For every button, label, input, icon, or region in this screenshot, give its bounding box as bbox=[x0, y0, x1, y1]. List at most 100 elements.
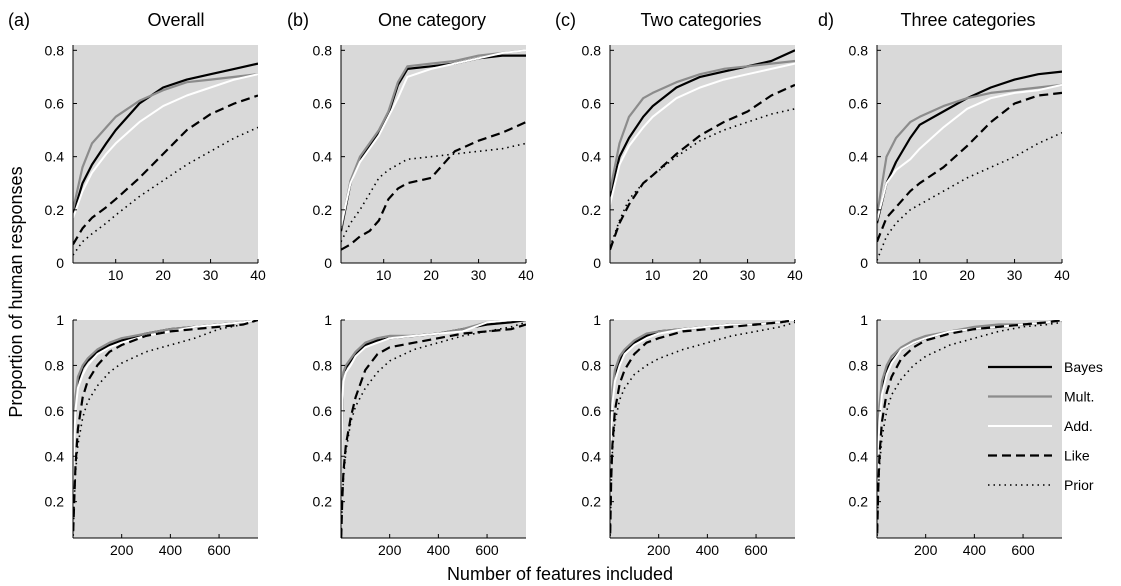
panel-letter-b: (b) bbox=[287, 10, 309, 30]
x-axis-label: Number of features included bbox=[447, 564, 673, 584]
y-tick-label: 0 bbox=[56, 255, 64, 271]
x-tick-label: 40 bbox=[250, 267, 266, 283]
y-tick-label: 0.8 bbox=[582, 42, 602, 58]
x-tick-label: 400 bbox=[963, 542, 987, 558]
x-tick-label: 30 bbox=[1007, 267, 1023, 283]
y-tick-label: 0.6 bbox=[849, 95, 869, 111]
panel-letter-a: (a) bbox=[8, 10, 30, 30]
panel-7-bottom: 200 400 600 0.2 0.4 0.6 0.8 1 bbox=[582, 312, 795, 558]
y-tick-label: 0.2 bbox=[313, 202, 333, 218]
y-tick-label: 0.6 bbox=[582, 403, 602, 419]
series-line-like bbox=[73, 320, 258, 532]
x-tick-label: 600 bbox=[1011, 542, 1035, 558]
x-tick-label: 30 bbox=[740, 267, 756, 283]
series-line-prior bbox=[877, 321, 1062, 536]
x-tick-label: 40 bbox=[1054, 267, 1070, 283]
x-tick-label: 600 bbox=[475, 542, 499, 558]
x-tick-label: 20 bbox=[423, 267, 439, 283]
panel-letter-c: (c) bbox=[555, 10, 576, 30]
y-tick-label: 0.6 bbox=[313, 403, 333, 419]
panel-1-series-group bbox=[73, 62, 258, 256]
y-tick-label: 0.4 bbox=[313, 448, 333, 464]
legend: Bayes Mult. Add. Like Prior bbox=[988, 359, 1103, 493]
y-tick-label: 0.2 bbox=[313, 494, 333, 510]
series-line-bayes bbox=[877, 70, 1062, 224]
y-tick-label: 0.8 bbox=[849, 42, 869, 58]
x-tick-label: 20 bbox=[959, 267, 975, 283]
y-tick-label: 0.6 bbox=[582, 95, 602, 111]
y-tick-label: 0.8 bbox=[313, 357, 333, 373]
x-tick-label: 400 bbox=[696, 542, 720, 558]
y-tick-label: 0.2 bbox=[582, 202, 602, 218]
panel-7-series-group bbox=[610, 320, 795, 536]
y-tick-label: 0.2 bbox=[45, 202, 65, 218]
y-axis-label: Proportion of human responses bbox=[6, 166, 26, 417]
legend-label-add: Add. bbox=[1064, 418, 1093, 434]
y-tick-label: 0.8 bbox=[582, 357, 602, 373]
y-tick-label: 0.2 bbox=[582, 494, 602, 510]
series-line-add bbox=[341, 320, 526, 525]
y-tick-label: 0.4 bbox=[849, 149, 869, 165]
x-tick-label: 400 bbox=[159, 542, 183, 558]
x-tick-label: 10 bbox=[376, 267, 392, 283]
y-tick-label: 0.8 bbox=[45, 42, 65, 58]
x-tick-label: 20 bbox=[155, 267, 171, 283]
x-tick-label: 400 bbox=[427, 542, 451, 558]
panel-title-a: Overall bbox=[147, 10, 204, 30]
series-line-like bbox=[877, 91, 1062, 243]
series-line-add bbox=[73, 73, 258, 219]
legend-label-like: Like bbox=[1064, 448, 1090, 464]
y-tick-label: 1 bbox=[860, 312, 868, 328]
panel-4-top: 10 20 30 40 0 0.2 0.4 0.6 0.8 bbox=[849, 42, 1070, 283]
legend-label-prior: Prior bbox=[1064, 477, 1094, 493]
panel-6-background bbox=[341, 320, 526, 538]
panel-8-background bbox=[877, 320, 1062, 538]
y-tick-label: 0 bbox=[860, 255, 868, 271]
series-line-like bbox=[341, 121, 526, 251]
panel-2-series-group bbox=[341, 49, 526, 251]
y-tick-label: 0.6 bbox=[45, 95, 65, 111]
series-line-prior bbox=[610, 321, 795, 536]
series-line-mult bbox=[877, 83, 1062, 216]
series-line-mult bbox=[73, 73, 258, 211]
y-tick-label: 1 bbox=[593, 312, 601, 328]
panel-6-series-group bbox=[341, 320, 526, 538]
y-tick-label: 0.6 bbox=[45, 403, 65, 419]
y-tick-label: 0.2 bbox=[849, 494, 869, 510]
y-tick-label: 0.8 bbox=[313, 42, 333, 58]
y-tick-label: 0.2 bbox=[45, 494, 65, 510]
y-tick-label: 0 bbox=[324, 255, 332, 271]
x-tick-label: 40 bbox=[518, 267, 534, 283]
series-line-like bbox=[610, 320, 795, 534]
series-line-add bbox=[610, 320, 795, 498]
series-line-add bbox=[610, 62, 795, 205]
panel-3-series-group bbox=[610, 49, 795, 251]
series-line-mult bbox=[341, 49, 526, 229]
y-tick-label: 0.4 bbox=[45, 149, 65, 165]
x-tick-label: 10 bbox=[912, 267, 928, 283]
series-line-like bbox=[610, 83, 795, 251]
x-tick-label: 10 bbox=[108, 267, 124, 283]
panel-title-c: Two categories bbox=[640, 10, 761, 30]
y-tick-label: 1 bbox=[324, 312, 332, 328]
y-tick-label: 0.4 bbox=[849, 448, 869, 464]
series-line-add bbox=[341, 49, 526, 227]
panel-6-bottom: 200 400 600 0.2 0.4 0.6 0.8 1 bbox=[313, 312, 526, 558]
panel-3-top: 10 20 30 40 0 0.2 0.4 0.6 0.8 bbox=[582, 42, 803, 283]
y-tick-label: 0 bbox=[593, 255, 601, 271]
x-tick-label: 200 bbox=[378, 542, 402, 558]
panel-3-background bbox=[610, 45, 795, 263]
series-line-mult bbox=[610, 59, 795, 192]
series-line-prior bbox=[877, 131, 1062, 261]
panel-2-background bbox=[341, 45, 526, 263]
panel-8-series-group bbox=[877, 320, 1062, 536]
x-tick-label: 20 bbox=[692, 267, 708, 283]
series-line-prior bbox=[341, 321, 526, 538]
y-tick-label: 0.4 bbox=[582, 448, 602, 464]
series-line-prior bbox=[73, 126, 258, 256]
x-tick-label: 200 bbox=[647, 542, 671, 558]
y-tick-label: 0.4 bbox=[313, 149, 333, 165]
panel-title-b: One category bbox=[378, 10, 486, 30]
